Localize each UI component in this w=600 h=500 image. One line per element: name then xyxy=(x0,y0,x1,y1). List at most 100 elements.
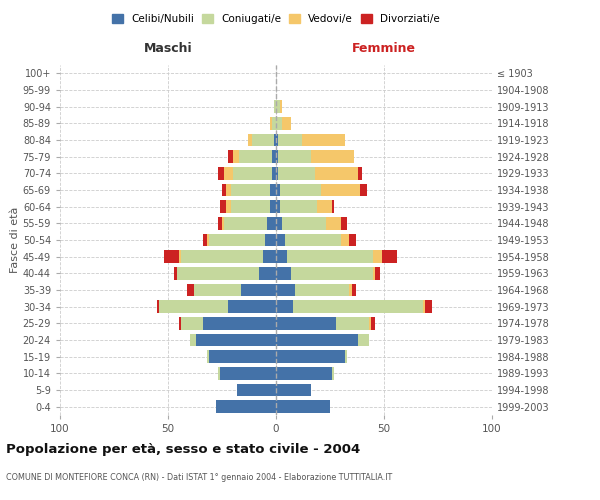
Bar xyxy=(276,184,280,196)
Text: Maschi: Maschi xyxy=(143,42,193,55)
Bar xyxy=(175,267,176,280)
Legend: Celibi/Nubili, Coniugati/e, Vedovi/e, Divorziati/e: Celibi/Nubili, Coniugati/e, Vedovi/e, Di… xyxy=(108,10,444,29)
Bar xyxy=(337,317,369,330)
Bar xyxy=(179,250,181,263)
Bar xyxy=(237,384,276,396)
Bar xyxy=(345,350,347,363)
Bar xyxy=(224,167,233,179)
Bar xyxy=(341,217,347,230)
Bar xyxy=(382,250,397,263)
Bar xyxy=(276,367,332,380)
Bar xyxy=(222,217,224,230)
Bar xyxy=(187,284,194,296)
Bar xyxy=(317,200,332,213)
Text: Femmine: Femmine xyxy=(352,42,416,55)
Bar xyxy=(226,184,230,196)
Bar xyxy=(276,134,278,146)
Bar xyxy=(326,217,341,230)
Bar xyxy=(280,100,283,113)
Bar xyxy=(371,317,376,330)
Bar xyxy=(376,267,380,280)
Bar xyxy=(157,300,160,313)
Bar xyxy=(358,334,369,346)
Bar xyxy=(230,200,269,213)
Bar xyxy=(274,100,276,113)
Bar xyxy=(373,250,382,263)
Bar xyxy=(268,217,276,230)
Bar xyxy=(259,267,276,280)
Bar xyxy=(276,117,283,130)
Bar xyxy=(220,367,276,380)
Bar xyxy=(229,300,276,313)
Bar xyxy=(315,167,358,179)
Bar xyxy=(349,234,356,246)
Bar xyxy=(230,184,269,196)
Bar xyxy=(218,167,224,179)
Text: COMUNE DI MONTEFIORE CONCA (RN) - Dati ISTAT 1° gennaio 2004 - Elaborazione TUTT: COMUNE DI MONTEFIORE CONCA (RN) - Dati I… xyxy=(6,472,392,482)
Bar xyxy=(239,150,272,163)
Bar xyxy=(276,200,280,213)
Bar xyxy=(226,200,230,213)
Bar xyxy=(222,184,226,196)
Bar xyxy=(252,134,274,146)
Bar xyxy=(269,200,276,213)
Bar xyxy=(341,234,349,246)
Bar xyxy=(276,267,291,280)
Bar xyxy=(278,150,311,163)
Bar xyxy=(276,250,287,263)
Bar xyxy=(276,150,278,163)
Bar xyxy=(218,217,222,230)
Bar xyxy=(233,150,239,163)
Bar xyxy=(276,317,337,330)
Bar xyxy=(283,117,291,130)
Bar xyxy=(269,117,272,130)
Bar xyxy=(272,150,276,163)
Bar xyxy=(276,400,330,413)
Bar xyxy=(352,284,356,296)
Bar xyxy=(276,334,358,346)
Text: Popolazione per età, sesso e stato civile - 2004: Popolazione per età, sesso e stato civil… xyxy=(6,442,360,456)
Bar xyxy=(265,234,276,246)
Bar xyxy=(278,134,302,146)
Bar xyxy=(272,167,276,179)
Bar xyxy=(224,217,268,230)
Bar xyxy=(284,234,341,246)
Bar xyxy=(276,350,345,363)
Bar xyxy=(369,317,371,330)
Bar xyxy=(179,317,181,330)
Bar xyxy=(263,250,276,263)
Y-axis label: Fasce di età: Fasce di età xyxy=(10,207,20,273)
Bar xyxy=(358,167,362,179)
Bar xyxy=(209,350,276,363)
Bar xyxy=(332,367,334,380)
Bar xyxy=(276,167,278,179)
Bar xyxy=(196,334,276,346)
Bar xyxy=(269,184,276,196)
Bar xyxy=(278,167,315,179)
Bar xyxy=(220,200,226,213)
Bar xyxy=(283,217,326,230)
Bar xyxy=(160,300,229,313)
Bar xyxy=(207,234,209,246)
Bar xyxy=(287,250,373,263)
Bar xyxy=(209,234,265,246)
Bar xyxy=(360,184,367,196)
Bar xyxy=(164,250,179,263)
Bar xyxy=(280,200,317,213)
Bar xyxy=(215,400,276,413)
Bar xyxy=(181,317,203,330)
Bar xyxy=(302,134,345,146)
Bar xyxy=(218,367,220,380)
Bar xyxy=(276,300,293,313)
Bar xyxy=(423,300,425,313)
Bar xyxy=(194,284,241,296)
Bar xyxy=(176,267,259,280)
Bar xyxy=(276,384,311,396)
Bar xyxy=(274,134,276,146)
Bar xyxy=(272,117,276,130)
Bar xyxy=(203,317,276,330)
Bar xyxy=(293,300,423,313)
Bar xyxy=(276,217,283,230)
Bar xyxy=(276,100,280,113)
Bar xyxy=(233,167,272,179)
